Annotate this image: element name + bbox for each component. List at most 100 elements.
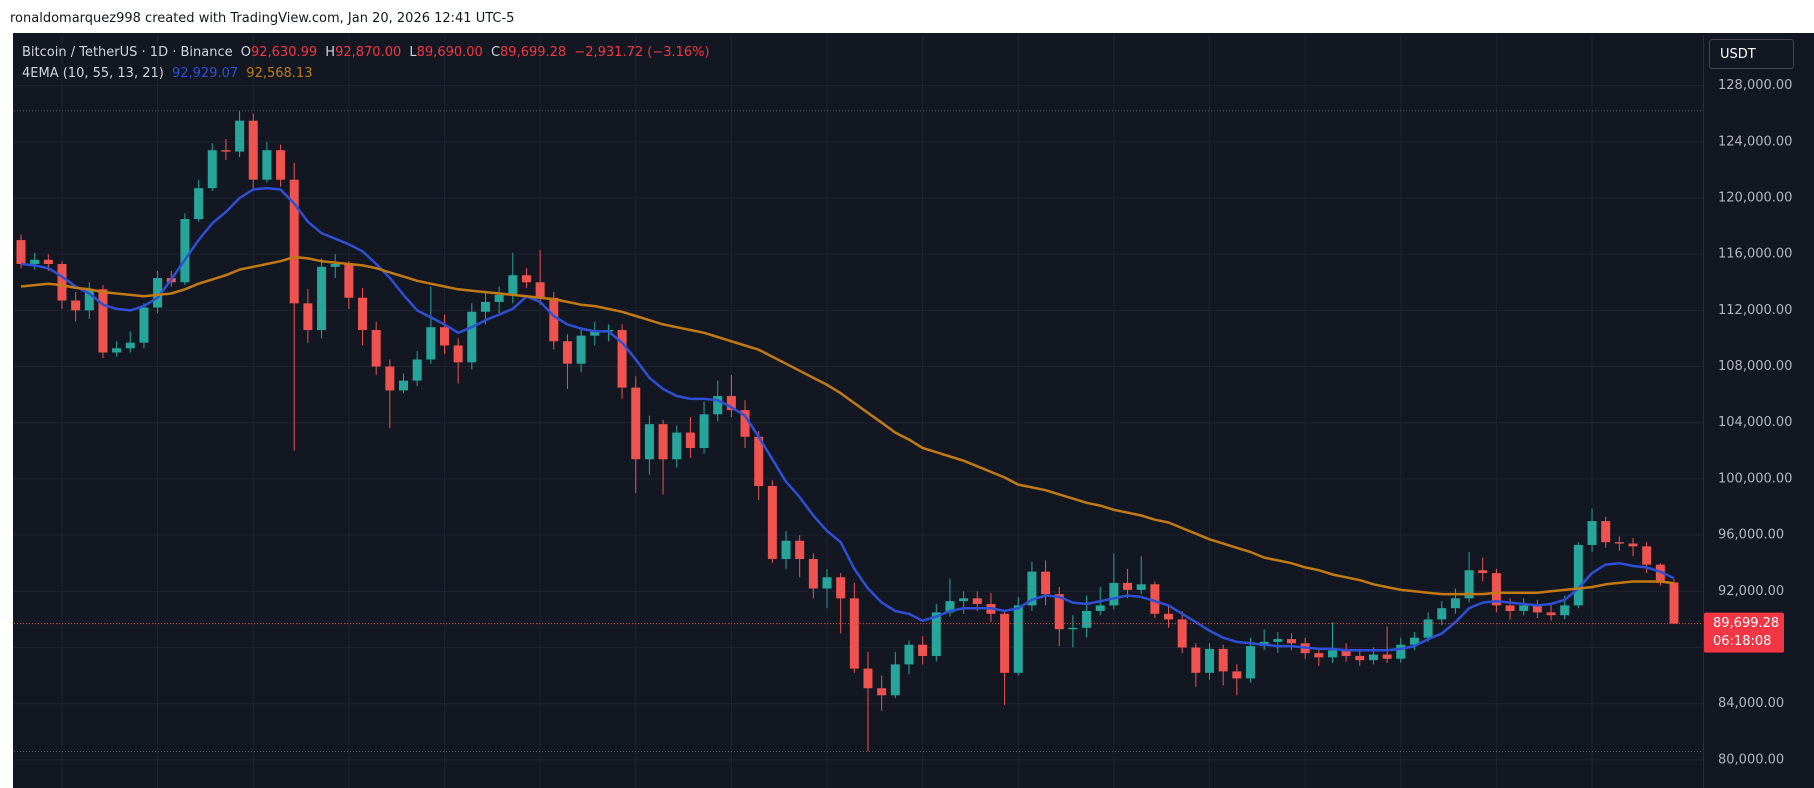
price-axis: 80,000.0084,000.0088,000.0092,000.0096,0… [1704, 78, 1792, 767]
candle-body [1669, 582, 1679, 624]
candle-body [849, 598, 859, 669]
candle-body [1655, 564, 1665, 583]
candle-body [207, 150, 217, 189]
candle-body [358, 297, 368, 331]
candle-body [16, 240, 26, 264]
candle-body [1082, 610, 1092, 628]
candle-body [1341, 650, 1351, 656]
candle-body [1177, 619, 1187, 648]
y-tick-label: 104,000.00 [1718, 415, 1792, 430]
symbol-legend: Bitcoin / TetherUS · 1D · Binance O92,63… [22, 45, 714, 60]
y-tick-label: 124,000.00 [1718, 134, 1792, 149]
candle-body [1068, 627, 1078, 630]
candle-body [1246, 646, 1256, 679]
candle-body [685, 432, 695, 449]
candle-body [112, 348, 122, 353]
candle-body [1382, 654, 1392, 659]
legend-key: O [240, 45, 251, 60]
candle-body [1614, 542, 1624, 544]
candle-body [1491, 573, 1501, 606]
indicator-value: 92,929.07 [171, 66, 239, 81]
candle-body [1191, 647, 1201, 673]
candle-body [1314, 653, 1324, 658]
candle-body [576, 335, 586, 364]
last-price-box [1704, 612, 1784, 653]
candle-body [344, 263, 354, 298]
candle-body [1150, 584, 1160, 614]
candle-body [1519, 605, 1529, 611]
y-tick-label: 96,000.00 [1718, 528, 1784, 543]
candle-body [453, 345, 463, 363]
candle-body [590, 331, 600, 336]
candle-body [890, 664, 900, 696]
y-tick-label: 116,000.00 [1718, 247, 1792, 262]
candle-body [658, 424, 668, 460]
candle-body [153, 278, 163, 308]
candle-body [1464, 570, 1474, 599]
candle-body [1546, 612, 1556, 616]
candle-body [1437, 608, 1447, 620]
legend-key: C [490, 45, 501, 60]
candle-body [125, 342, 135, 349]
symbol: Bitcoin / TetherUS · 1D · Binance [22, 45, 233, 60]
candle-body [1532, 605, 1542, 613]
candle-body [1109, 582, 1119, 606]
candle-body [317, 266, 327, 331]
candle-body [385, 366, 395, 391]
candle-body [303, 303, 313, 331]
legend-key: L [409, 45, 417, 60]
candle-body [439, 327, 449, 346]
y-tick-label: 92,000.00 [1718, 584, 1784, 599]
attribution: ronaldomarquez998 created with TradingVi… [10, 11, 515, 26]
candle-body [248, 120, 258, 180]
candle-body [836, 577, 846, 599]
candle-body [467, 311, 477, 363]
candle-body [1027, 571, 1037, 606]
candle-body [1286, 639, 1296, 644]
candle-body [945, 601, 955, 613]
candle-body [1628, 543, 1638, 547]
indicator-legend: 4EMA (10, 55, 13, 21) 92,929.07 92,568.1… [22, 66, 316, 81]
candle-body [521, 275, 531, 283]
candle-body [972, 598, 982, 604]
countdown-label: 06:18:08 [1713, 634, 1771, 649]
chart-background [13, 33, 1814, 788]
y-tick-label: 108,000.00 [1718, 359, 1792, 374]
candle-body [631, 387, 641, 460]
plot [14, 110, 1703, 752]
candle-body [1164, 613, 1174, 620]
candle-body [98, 289, 108, 353]
candle-body [57, 263, 67, 301]
candle-body [1355, 655, 1365, 661]
candle-body [1368, 654, 1378, 661]
y-tick-label: 120,000.00 [1718, 190, 1792, 205]
currency-button[interactable]: USDT [1709, 39, 1794, 69]
candle-body [644, 424, 654, 460]
candle-body [412, 359, 422, 381]
candle-body [1587, 521, 1597, 545]
y-tick-label: 84,000.00 [1718, 696, 1784, 711]
candle-body [1327, 650, 1337, 658]
candle-body [535, 282, 545, 298]
indicator-name: 4EMA (10, 55, 13, 21) [22, 66, 164, 81]
candle-body [795, 540, 805, 560]
candle-body [767, 485, 777, 560]
candle-body [740, 410, 750, 437]
candle-body [1409, 637, 1419, 645]
candle-body [1013, 605, 1023, 673]
candle-body [918, 644, 928, 656]
candle-body [562, 341, 572, 364]
candle-body [1123, 582, 1133, 590]
y-tick-label: 128,000.00 [1718, 78, 1792, 93]
candle-body [1095, 605, 1105, 611]
indicator-value: 92,568.13 [246, 66, 313, 81]
candle-body [1423, 619, 1433, 638]
candle-body [959, 598, 969, 602]
legend-open: 92,630.99 [250, 45, 318, 60]
candle-body [221, 150, 231, 152]
candle-body [808, 559, 818, 589]
candle-body [480, 301, 490, 312]
candle-body [713, 396, 723, 415]
